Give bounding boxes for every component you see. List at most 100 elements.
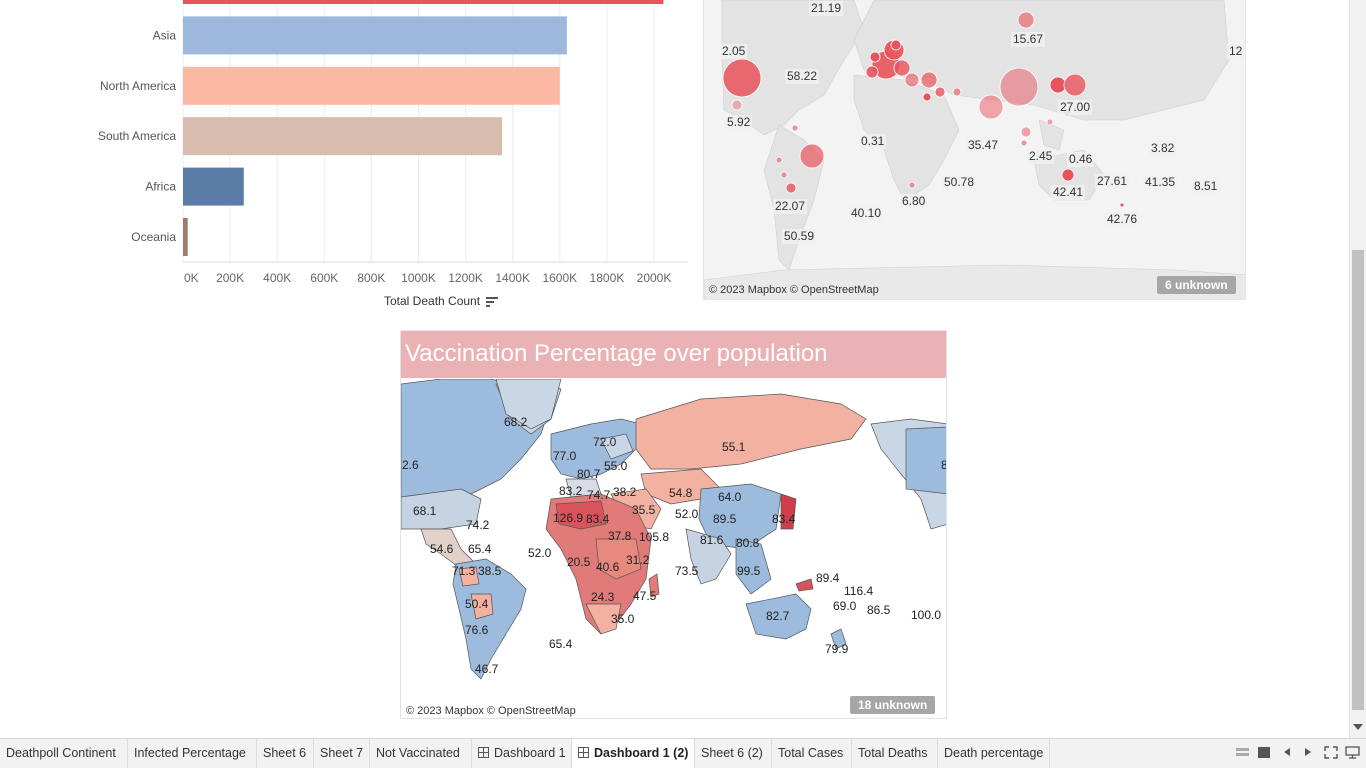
death-percentage-bubble[interactable] [799,143,825,169]
x-tick-label: 1400K [495,271,530,285]
map-value-label: 21.19 [809,1,844,16]
tab-sheet-6-2[interactable]: Sheet 6 (2) [695,739,772,768]
death-percentage-bubble[interactable] [893,59,911,77]
vax-value-label: 77.0 [553,449,577,463]
vax-value-label: 126.9 [553,511,584,525]
death-percentage-bubble[interactable] [780,171,788,179]
x-tick-label: 200K [216,271,244,285]
death-percentage-bubble[interactable] [791,124,799,132]
tab-dashboard-1[interactable]: Dashboard 1 [472,739,572,768]
death-percentage-bubble[interactable] [1020,126,1032,138]
vax-value-label: 68.1 [413,504,437,518]
unknown-count-badge[interactable]: 18 unknown [850,696,936,714]
vax-value-label: 80.8 [736,536,760,550]
death-percentage-bubble[interactable] [1061,168,1075,182]
tab-label: Death percentage [944,746,1044,760]
scroll-down-arrow-icon[interactable] [1353,724,1363,730]
tab-label: Dashboard 1 (2) [594,746,689,760]
map-attribution[interactable]: © 2023 Mapbox © OpenStreetMap [709,284,879,296]
x-axis-title-text: Total Death Count [384,294,481,308]
vax-value-label: 46.7 [475,662,499,676]
map-value-label: 6.80 [900,194,928,209]
previous-sheet-icon[interactable] [1283,746,1291,761]
tab-label: Sheet 6 [263,746,307,760]
death-percentage-bubble[interactable] [722,58,762,98]
sheet-sorter-icon[interactable] [1236,746,1249,762]
vax-value-label: 99.5 [737,564,761,578]
map-value-label: 27.61 [1095,174,1130,189]
death-percentage-bubble[interactable] [1020,139,1028,147]
death-percentage-bubble[interactable] [999,67,1039,107]
vax-value-label: 73.5 [675,564,699,578]
map-value-label: 0.46 [1067,152,1095,167]
vaccination-map-panel: Vaccination Percentage over population [400,330,947,719]
vertical-scrollbar[interactable] [1349,0,1366,738]
death-percentage-bubble[interactable] [890,39,902,51]
vaccination-choropleth-map[interactable]: 68.2 72.0 77.0 2.6 80.7 55.0 55.1 83.2 7… [401,379,946,718]
death-percentage-bubble[interactable] [1119,202,1125,208]
tab-not-vaccinated[interactable]: Not Vaccinated [370,739,472,768]
death-percentage-bubble[interactable] [934,86,946,98]
x-tick-label: 800K [357,271,385,285]
vax-value-label: 89.4 [816,571,840,585]
vax-value-label: 65.4 [549,637,573,651]
tab-deathpoll-continent[interactable]: Deathpoll Continent [0,739,128,768]
presentation-mode-icon[interactable] [1345,746,1360,762]
map-value-label: 2.05 [720,44,748,59]
fit-page-icon[interactable] [1324,746,1338,762]
tab-infected-percentage[interactable]: Infected Percentage [128,739,257,768]
death-percentage-bubble[interactable] [922,92,932,102]
vax-value-label: 20.5 [567,555,591,569]
x-tick-label: 2000K [637,271,672,285]
vax-value-label: 83.2 [559,484,583,498]
scrollbar-thumb[interactable] [1352,250,1364,710]
bar-x-axis-title[interactable]: Total Death Count [384,294,499,308]
tab-label: Sheet 7 [320,746,364,760]
vax-value-label: 35.0 [611,612,635,626]
vax-value-label: 2.6 [402,458,419,472]
tab-sheet-7[interactable]: Sheet 7 [314,739,370,768]
death-percentage-bubble[interactable] [920,71,938,89]
death-percentage-bubble[interactable] [952,87,962,97]
death-percentage-bubble[interactable] [785,182,797,194]
vax-value-label: 35.5 [632,503,656,517]
vax-value-label: 71.3 [452,564,476,578]
death-percentage-bubble[interactable] [908,181,916,189]
sort-descending-icon[interactable] [486,296,499,307]
map-attribution[interactable]: © 2023 Mapbox © OpenStreetMap [406,705,576,717]
map-value-label: 50.59 [782,229,817,244]
death-percentage-bubble[interactable] [869,51,881,63]
tab-total-cases[interactable]: Total Cases [772,739,852,768]
map-value-label: 12 [1227,44,1245,59]
tab-total-deaths[interactable]: Total Deaths [852,739,938,768]
vax-value-label: 47.5 [633,589,657,603]
unknown-count-badge[interactable]: 6 unknown [1157,276,1236,294]
death-percentage-bubble[interactable] [775,156,783,164]
map-value-label: 22.07 [773,199,808,214]
filmstrip-icon[interactable] [1258,746,1270,761]
x-tick-label: 1600K [542,271,577,285]
vax-value-label: 74.7 [587,488,611,502]
death-percentage-bubble[interactable] [1046,118,1054,126]
category-label: Africa [145,180,176,194]
vax-value-label: 55.0 [604,459,628,473]
vax-value-label: 24.3 [591,590,615,604]
death-percentage-bubble[interactable] [731,99,743,111]
vax-value-label: 100.0 [911,608,942,622]
vax-value-label: 50.4 [465,597,489,611]
tab-dashboard-1-2[interactable]: Dashboard 1 (2) [572,739,695,768]
category-label: Oceania [131,230,176,244]
death-percentage-bubble[interactable] [865,65,879,79]
death-percentage-bubble[interactable] [904,72,920,88]
death-percentage-bubble[interactable] [1049,76,1067,94]
death-percentage-bubble-map[interactable]: 21.19 15.67 2.05 12 58.22 27.00 5.92 0.3… [703,0,1246,300]
death-percentage-bubble[interactable] [1017,11,1035,29]
death-percentage-bubble[interactable] [978,94,1004,120]
map-value-label: 2.45 [1027,149,1055,164]
death-percentage-bubble[interactable] [1063,73,1087,97]
bar-north-america [183,66,560,105]
vax-value-label: 80.7 [577,467,601,481]
next-sheet-icon[interactable] [1304,746,1312,761]
tab-sheet-6[interactable]: Sheet 6 [257,739,314,768]
tab-death-percentage[interactable]: Death percentage [938,739,1050,768]
